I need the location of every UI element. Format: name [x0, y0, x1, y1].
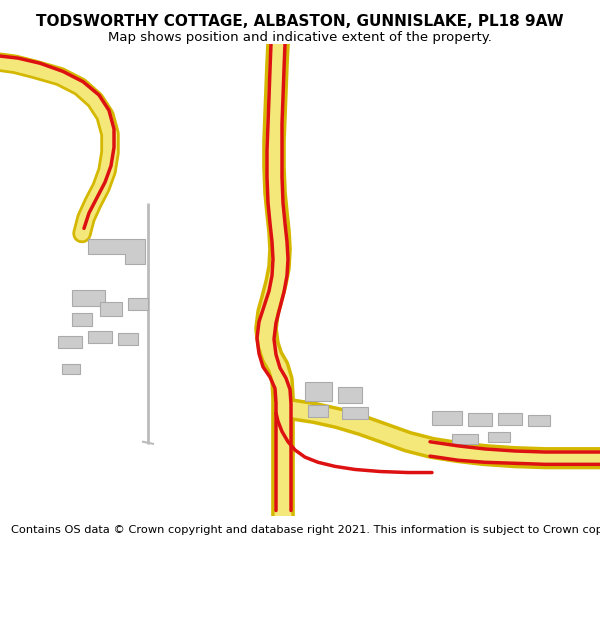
Polygon shape [432, 411, 462, 426]
Polygon shape [58, 336, 82, 348]
Polygon shape [488, 431, 510, 442]
Polygon shape [528, 415, 550, 426]
Polygon shape [88, 239, 145, 264]
Polygon shape [100, 302, 122, 316]
Polygon shape [338, 388, 362, 402]
Polygon shape [498, 413, 522, 426]
Polygon shape [342, 407, 368, 419]
Polygon shape [88, 331, 112, 343]
Polygon shape [118, 333, 138, 346]
Polygon shape [305, 382, 332, 401]
Polygon shape [308, 405, 328, 417]
Text: Contains OS data © Crown copyright and database right 2021. This information is : Contains OS data © Crown copyright and d… [11, 525, 600, 535]
Polygon shape [128, 298, 148, 311]
Polygon shape [452, 434, 478, 444]
Text: TODSWORTHY COTTAGE, ALBASTON, GUNNISLAKE, PL18 9AW: TODSWORTHY COTTAGE, ALBASTON, GUNNISLAKE… [36, 14, 564, 29]
Polygon shape [72, 312, 92, 326]
Polygon shape [468, 413, 492, 426]
Polygon shape [62, 364, 80, 374]
Text: Map shows position and indicative extent of the property.: Map shows position and indicative extent… [108, 31, 492, 44]
Polygon shape [72, 290, 105, 306]
